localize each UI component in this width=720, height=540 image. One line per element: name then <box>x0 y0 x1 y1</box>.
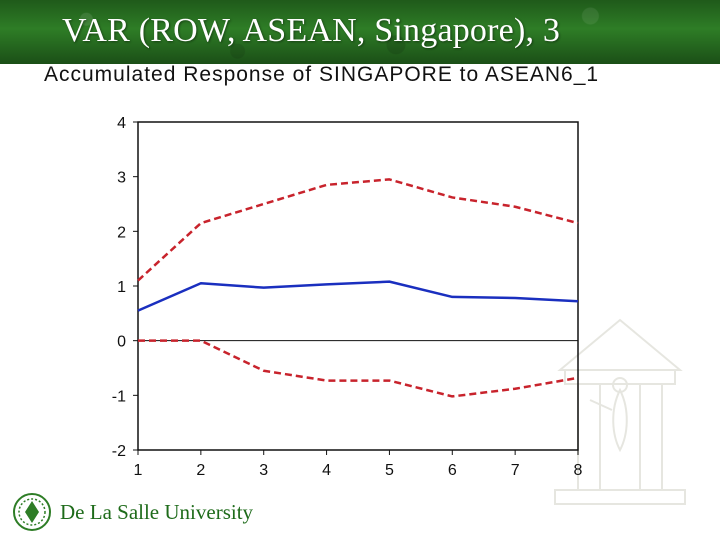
y-tick-label: 2 <box>117 224 126 241</box>
y-tick-label: 1 <box>117 279 126 296</box>
slide-title: VAR (ROW, ASEAN, Singapore), 3 <box>62 12 561 49</box>
header-texture <box>0 0 720 64</box>
x-tick-label: 1 <box>134 462 143 479</box>
x-tick-label: 4 <box>322 462 331 479</box>
y-tick-label: 3 <box>117 170 126 187</box>
x-tick-label: 8 <box>574 462 583 479</box>
upper-band-line <box>137 178 579 282</box>
chart-title: Accumulated Response of SINGAPORE to ASE… <box>44 63 600 86</box>
x-tick-label: 7 <box>511 462 520 479</box>
x-tick-label: 6 <box>448 462 457 479</box>
y-tick-label: 0 <box>117 334 126 351</box>
plot-frame <box>137 121 579 451</box>
y-tick-label: -2 <box>112 443 126 460</box>
university-name: De La Salle University <box>60 500 254 524</box>
response-line <box>137 280 579 312</box>
slide-header: VAR (ROW, ASEAN, Singapore), 3 <box>0 0 720 64</box>
x-tick-label: 5 <box>385 462 394 479</box>
x-tick-label: 2 <box>196 462 205 479</box>
x-tick-label: 3 <box>259 462 268 479</box>
building-watermark <box>554 318 686 505</box>
university-seal-icon <box>13 493 51 531</box>
footer: De La Salle University <box>6 492 266 532</box>
lower-band-line <box>138 339 579 398</box>
y-tick-label: -1 <box>112 388 126 405</box>
y-tick-label: 4 <box>117 115 126 132</box>
